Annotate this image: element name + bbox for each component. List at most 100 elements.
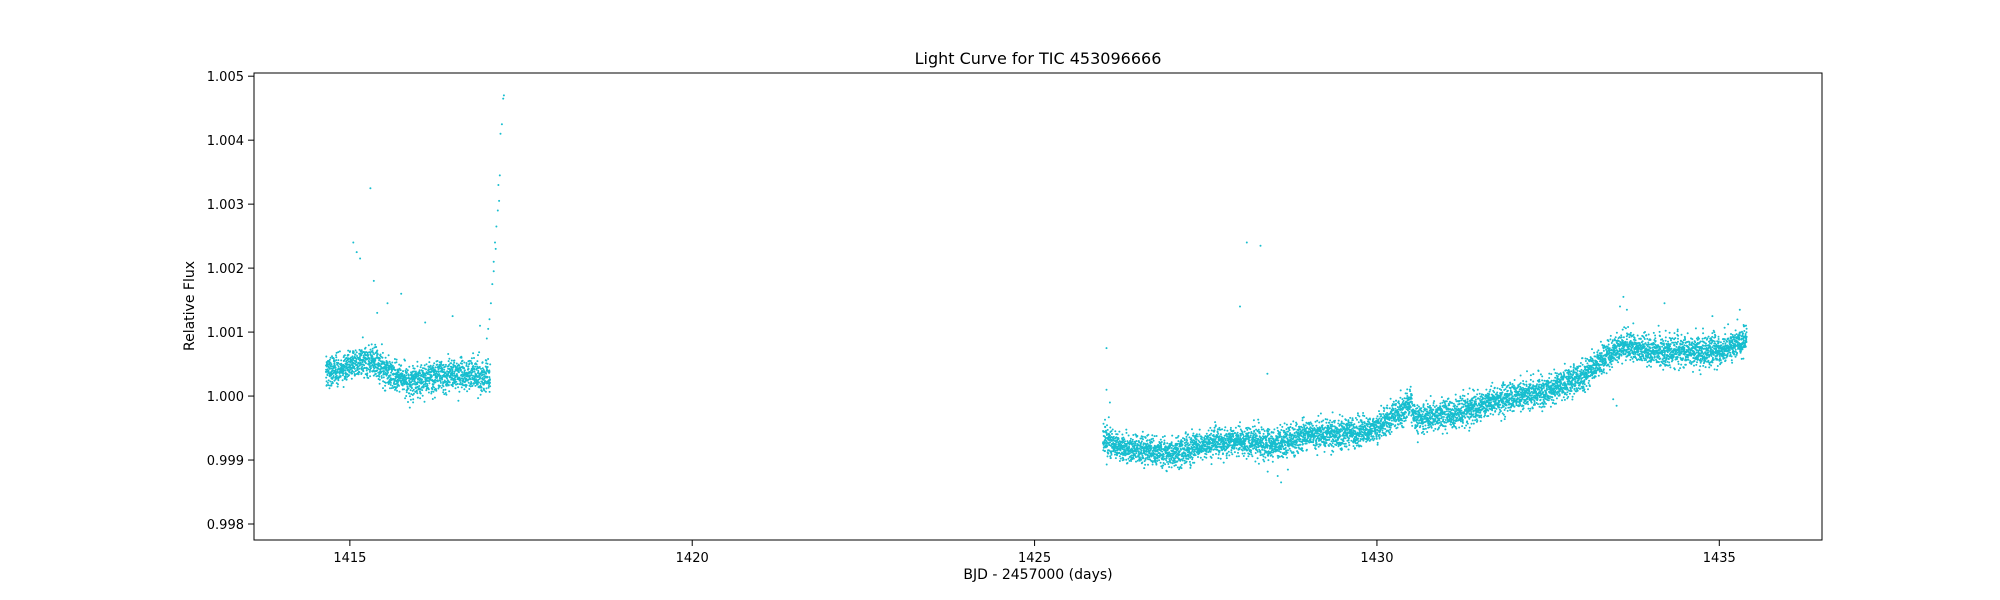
flux-point	[334, 366, 337, 369]
flux-point	[330, 374, 332, 377]
flux-point	[1131, 438, 1134, 441]
flux-point	[405, 368, 408, 370]
flux-point	[1330, 440, 1333, 443]
flux-point	[477, 371, 480, 374]
flux-point	[1284, 446, 1287, 449]
flux-point	[428, 380, 431, 383]
flux-point	[450, 359, 453, 362]
flux-point	[457, 371, 460, 374]
flux-point	[345, 378, 348, 381]
flux-point	[1117, 438, 1120, 440]
flux-point	[1207, 435, 1209, 438]
flux-point	[1213, 435, 1216, 438]
flux-point	[1110, 453, 1113, 456]
flux-point	[1142, 457, 1145, 460]
flux-point	[433, 386, 435, 389]
flux-point	[1156, 450, 1159, 453]
flux-point	[1120, 453, 1123, 456]
flux-point	[1378, 436, 1381, 439]
flux-point	[1218, 435, 1221, 438]
flux-point	[361, 365, 364, 368]
flux-point	[384, 356, 387, 359]
flux-point	[1321, 424, 1324, 427]
flux-point	[350, 356, 353, 359]
flux-point	[1125, 431, 1128, 434]
flux-point	[427, 391, 430, 394]
flux-point	[1319, 427, 1322, 430]
flux-point	[1259, 432, 1261, 435]
flux-point	[1114, 457, 1117, 460]
flux-point	[1177, 440, 1180, 443]
flux-point	[404, 359, 406, 362]
flux-point	[1119, 457, 1122, 460]
flux-point	[436, 375, 439, 378]
flux-point	[474, 384, 477, 387]
flux-point	[1146, 456, 1149, 459]
flux-point	[1207, 429, 1210, 432]
flux-point	[356, 355, 358, 357]
flux-point	[1402, 399, 1405, 402]
flux-point	[454, 387, 457, 390]
flux-point	[327, 384, 330, 387]
flux-point	[1188, 460, 1191, 463]
flux-point	[413, 367, 416, 370]
flux-point	[1217, 432, 1220, 435]
flux-point	[469, 385, 472, 388]
flux-point	[1192, 448, 1195, 451]
flux-point	[455, 380, 458, 383]
flux-point	[1401, 419, 1404, 422]
flux-point	[1151, 463, 1154, 466]
flux-point	[1130, 460, 1133, 462]
flux-point	[334, 368, 337, 371]
flux-point	[1106, 445, 1109, 448]
flux-point	[1214, 424, 1217, 427]
flux-point	[459, 381, 462, 384]
flux-point	[380, 376, 383, 379]
flux-point	[476, 383, 479, 386]
flux-point	[1285, 423, 1288, 426]
flux-point	[347, 353, 350, 356]
flux-point	[1171, 434, 1174, 437]
flux-point	[1317, 414, 1320, 417]
flux-point	[1376, 443, 1379, 446]
flux-point	[1316, 454, 1319, 457]
flux-point	[1257, 421, 1260, 424]
flux-point	[1118, 452, 1121, 454]
flux-point	[479, 376, 482, 379]
flux-point	[1389, 397, 1392, 400]
flux-point	[465, 385, 467, 388]
flux-point	[1137, 444, 1140, 447]
flux-point	[1201, 458, 1204, 461]
flux-point	[345, 365, 348, 368]
flux-point	[1166, 442, 1169, 445]
flux-point	[328, 362, 331, 365]
flux-point	[1104, 426, 1107, 429]
flux-point	[1115, 443, 1117, 446]
flux-point	[329, 361, 332, 364]
flux-point	[1241, 445, 1243, 448]
flux-point	[395, 361, 398, 364]
flux-point	[481, 367, 484, 370]
flux-point	[442, 363, 445, 366]
flux-point	[1343, 442, 1346, 445]
flux-point	[1389, 428, 1392, 431]
flux-point	[371, 355, 374, 358]
flux-point	[1321, 426, 1324, 429]
flux-point	[337, 362, 340, 364]
flux-point	[1289, 423, 1292, 426]
flux-point	[432, 390, 435, 393]
flux-point	[387, 354, 390, 357]
flux-point	[1369, 438, 1372, 441]
flux-point	[406, 385, 409, 388]
flux-point	[381, 356, 384, 359]
flux-point	[1351, 427, 1354, 430]
flux-point	[335, 374, 338, 377]
flux-point	[1250, 451, 1252, 454]
flux-point	[1410, 394, 1413, 397]
flux-point	[1239, 421, 1241, 424]
flux-point	[453, 372, 456, 375]
flux-point	[436, 360, 439, 362]
flux-point	[1411, 424, 1414, 427]
flux-point	[390, 387, 393, 390]
flux-point	[1378, 410, 1380, 413]
